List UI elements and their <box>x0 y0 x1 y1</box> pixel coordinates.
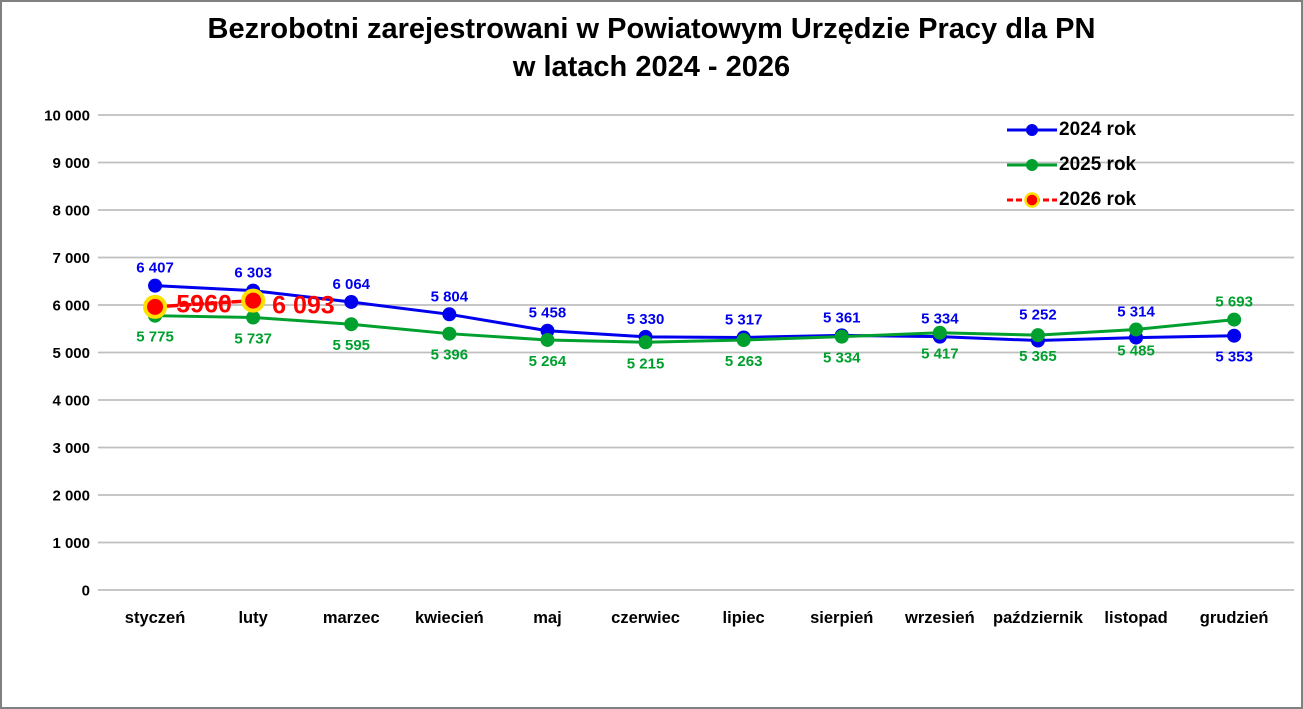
data-point-label: 5 458 <box>529 305 567 322</box>
y-axis-tick-label: 2 000 <box>52 488 90 505</box>
y-axis-tick-label: 7 000 <box>52 250 90 267</box>
data-point-marker <box>442 307 457 322</box>
data-point-label: 5 263 <box>725 353 763 370</box>
data-point-label: 5 314 <box>1117 304 1155 321</box>
data-point-marker <box>932 325 947 340</box>
data-point-label: 5 264 <box>529 353 567 370</box>
data-point-label: 5 804 <box>431 288 469 305</box>
x-axis-category-label: sierpień <box>810 609 873 627</box>
data-point-marker <box>344 294 359 309</box>
x-axis-category-label: marzec <box>323 609 380 627</box>
y-axis-tick-label: 0 <box>82 583 90 600</box>
x-axis-category-label: kwiecień <box>415 609 484 627</box>
x-axis-category-label: maj <box>533 609 561 627</box>
series-line <box>153 284 1236 343</box>
data-point-label: 6 064 <box>332 276 370 293</box>
data-point-label: 5 737 <box>234 330 272 347</box>
data-point-label: 5 215 <box>627 355 665 372</box>
series-2024-rok: 6 407 6 303 6 064 5 804 5 458 5 330 5 317 5 361… <box>136 260 1253 366</box>
legend-2024-line-marker-icon <box>1007 123 1057 136</box>
y-axis-tick-label: 5 000 <box>52 345 90 362</box>
data-point-marker <box>344 317 359 332</box>
data-point-marker <box>1227 328 1242 343</box>
data-point-label: 5 252 <box>1019 307 1057 324</box>
legend-label-2024: 2024 rok <box>1059 118 1137 140</box>
series-line <box>153 298 255 309</box>
legend-label-2026: 2026 rok <box>1059 188 1137 210</box>
data-point-marker <box>246 310 261 325</box>
legend-item-2026: 2026 rok <box>1006 182 1136 217</box>
data-point-label: 5 365 <box>1019 348 1057 365</box>
y-axis-tick-labels: 0 1 000 2 000 3 000 4 000 5 000 6 000 7 000 8 00… <box>44 108 90 600</box>
y-axis-tick-label: 1 000 <box>52 535 90 552</box>
series-2026-rok: 5960 6 093 <box>143 288 335 320</box>
data-point-label: 6 093 <box>272 292 335 320</box>
data-point-label: 5 361 <box>823 309 861 326</box>
data-point-marker <box>834 329 849 344</box>
data-point-marker <box>1030 328 1045 343</box>
y-axis-tick-label: 6 000 <box>52 298 90 315</box>
data-point-marker <box>540 332 555 347</box>
chart-title-line-1: Bezrobotni zarejestrowani w Powiatowym U… <box>207 13 1096 45</box>
y-gridlines <box>98 114 1294 591</box>
x-axis-category-label: grudzień <box>1200 609 1269 627</box>
data-point-marker <box>1227 312 1242 327</box>
data-point-label: 5 595 <box>332 337 370 354</box>
data-point-label: 5 353 <box>1215 349 1253 366</box>
data-point-label: 5 330 <box>627 311 665 328</box>
x-axis-category-label: luty <box>238 609 268 627</box>
y-axis-tick-label: 4 000 <box>52 393 90 410</box>
data-point-label: 5 317 <box>725 311 763 328</box>
data-point-label: 5 417 <box>921 346 959 363</box>
series-2025-rok: 5 775 5 737 5 595 5 396 5 264 5 215 5 263 5 334… <box>136 294 1253 373</box>
data-point-marker <box>241 288 266 313</box>
data-point-marker <box>148 278 163 293</box>
x-axis-category-label: listopad <box>1104 609 1167 627</box>
x-axis-category-label: wrzesień <box>904 609 975 627</box>
data-point-label: 5 334 <box>921 311 959 328</box>
y-axis-tick-label: 3 000 <box>52 440 90 457</box>
x-axis-category-label: czerwiec <box>611 609 680 627</box>
legend-item-2025: 2025 rok <box>1006 147 1136 182</box>
legend-2026-line-marker-icon <box>1007 191 1057 208</box>
legend-item-2024: 2024 rok <box>1006 112 1136 147</box>
data-point-label: 5 775 <box>136 329 174 346</box>
x-axis-category-label: październik <box>993 609 1084 627</box>
data-point-marker <box>442 326 457 341</box>
y-axis-tick-label: 9 000 <box>52 155 90 172</box>
chart-title-line-2: w latach 2024 - 2026 <box>512 51 791 83</box>
data-point-marker <box>638 335 653 350</box>
data-point-marker <box>143 294 168 319</box>
data-point-label: 5 485 <box>1117 342 1155 359</box>
chart-legend: 2024 rok 2025 rok 2026 rok <box>1006 112 1136 217</box>
y-axis-tick-label: 10 000 <box>44 108 90 125</box>
data-point-label: 6 407 <box>136 260 174 277</box>
data-point-label: 5 334 <box>823 350 861 367</box>
data-point-label: 5 693 <box>1215 294 1253 311</box>
x-axis-category-label: styczeń <box>125 609 186 627</box>
data-point-label: 6 303 <box>234 265 272 282</box>
x-axis-category-labels: styczeń luty marzec kwiecień maj czerwiec lipi… <box>125 609 1269 627</box>
series-line <box>153 314 1236 344</box>
legend-label-2025: 2025 rok <box>1059 153 1137 175</box>
y-axis-tick-label: 8 000 <box>52 203 90 220</box>
chart-title: Bezrobotni zarejestrowani w Powiatowym U… <box>2 10 1301 86</box>
data-point-marker <box>1129 322 1144 337</box>
data-point-marker <box>736 333 751 348</box>
data-point-label: 5 396 <box>431 347 469 364</box>
legend-2025-line-marker-icon <box>1007 158 1057 171</box>
x-axis-category-label: lipiec <box>723 609 765 627</box>
